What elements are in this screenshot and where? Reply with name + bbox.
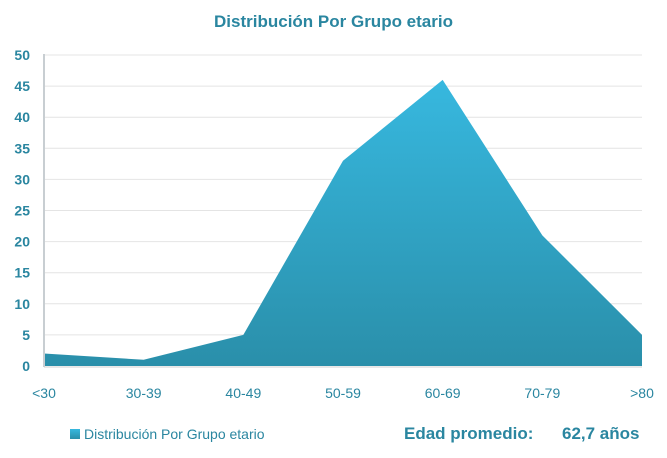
y-tick-label: 45 <box>14 78 30 94</box>
y-tick-label: 50 <box>14 47 30 63</box>
x-axis-ticks: <30 30-39 40-49 50-59 60-69 70-79 >80 <box>32 385 654 401</box>
x-tick-label: >80 <box>630 385 654 401</box>
x-tick-label: 70-79 <box>524 385 560 401</box>
x-tick-label: 50-59 <box>325 385 361 401</box>
y-tick-label: 5 <box>22 327 30 343</box>
y-tick-label: 20 <box>14 234 30 250</box>
legend: Distribución Por Grupo etario <box>70 426 265 442</box>
average-age-value: 62,7 años <box>562 424 640 443</box>
x-tick-label: 60-69 <box>425 385 461 401</box>
y-tick-label: 25 <box>14 203 30 219</box>
average-age-label: Edad promedio: <box>404 424 534 443</box>
y-tick-label: 30 <box>14 171 30 187</box>
area-series <box>44 79 642 366</box>
y-axis-ticks: 0 5 10 15 20 25 30 35 40 45 50 <box>14 47 30 374</box>
x-tick-label: <30 <box>32 385 56 401</box>
x-tick-label: 40-49 <box>225 385 261 401</box>
y-tick-label: 10 <box>14 296 30 312</box>
legend-label: Distribución Por Grupo etario <box>84 426 265 442</box>
y-tick-label: 0 <box>22 358 30 374</box>
legend-swatch-icon <box>70 429 80 439</box>
x-tick-label: 30-39 <box>126 385 162 401</box>
y-tick-label: 40 <box>14 109 30 125</box>
chart-title: Distribución Por Grupo etario <box>214 12 453 31</box>
y-tick-label: 15 <box>14 265 30 281</box>
y-tick-label: 35 <box>14 140 30 156</box>
